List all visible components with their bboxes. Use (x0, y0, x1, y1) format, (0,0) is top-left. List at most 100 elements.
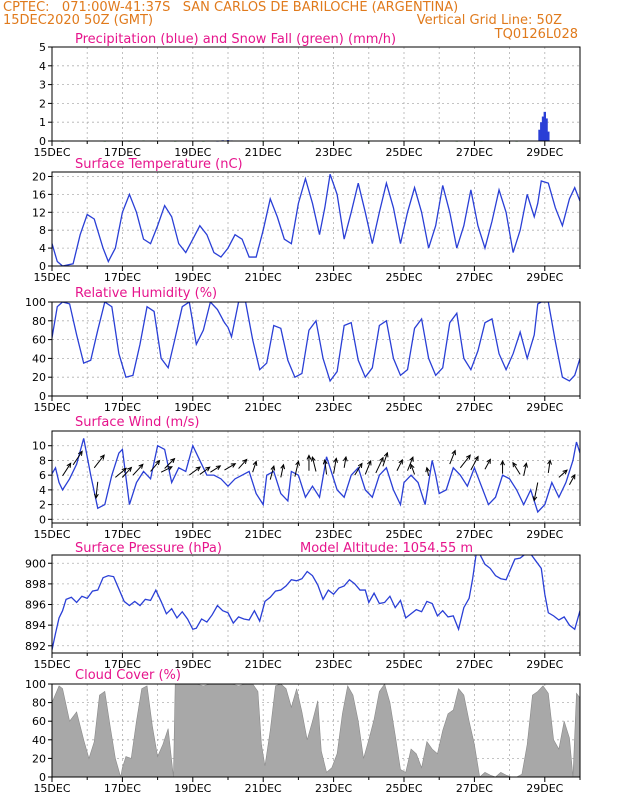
wind-arrow-head (121, 467, 128, 473)
wind-arrow-head (310, 455, 316, 462)
wind-arrow (252, 461, 257, 473)
panel-title: Precipitation (blue) and Snow Fall (gree… (75, 32, 396, 47)
y-tick-label: 16 (32, 188, 46, 201)
wind-arrow (533, 482, 539, 501)
y-tick-label: 20 (32, 371, 46, 384)
wind-arrow (396, 459, 403, 471)
wind-arrow (512, 462, 521, 475)
x-tick-label: 23DEC (315, 401, 352, 414)
panel-frame (51, 46, 581, 142)
wind-arrow-head (333, 457, 339, 463)
x-tick-label: 15DEC (33, 528, 70, 541)
x-tick-label: 27DEC (456, 528, 493, 541)
precipitation-bar (545, 118, 548, 141)
y-tick-label: 1 (39, 116, 46, 129)
x-tick-label: 29DEC (526, 146, 563, 159)
x-tick-label: 25DEC (385, 271, 422, 284)
wind-arrow (93, 454, 105, 469)
x-tick-label: 21DEC (245, 271, 282, 284)
wind-arrow-head (451, 449, 456, 456)
x-tick-label: 17DEC (104, 658, 141, 671)
y-tick-label: 4 (39, 60, 46, 73)
wind-arrow-head (215, 465, 222, 471)
wind-arrow (410, 464, 416, 475)
y-tick-label: 6 (39, 469, 46, 482)
wind-arrow-head (409, 456, 414, 462)
x-tick-label: 27DEC (456, 782, 493, 795)
wind-arrow-head (398, 458, 403, 465)
x-tick-label: 23DEC (315, 782, 352, 795)
wind-arrow-head (93, 493, 99, 500)
y-tick-label: 12 (32, 206, 46, 219)
wind-arrow (160, 466, 173, 473)
wind-arrow-head (570, 473, 576, 480)
y-tick-label: 3 (39, 79, 46, 92)
x-tick-label: 15DEC (33, 401, 70, 414)
wind-arrow-head (486, 458, 491, 464)
panel-frame (51, 171, 581, 267)
x-tick-label: 19DEC (174, 146, 211, 159)
wind-arrow-head (66, 462, 72, 468)
wind-arrow (238, 459, 248, 469)
wind-arrow-head (547, 459, 552, 465)
y-tick-label: 0 (39, 771, 46, 784)
y-tick-label: 4 (39, 242, 46, 255)
cloud-cover-area (51, 683, 581, 778)
y-tick-label: 60 (32, 715, 46, 728)
y-tick-label: 20 (32, 752, 46, 765)
series-line (52, 555, 580, 651)
wind-arrow (375, 457, 384, 474)
x-tick-label: 15DEC (33, 782, 70, 795)
x-tick-label: 27DEC (456, 401, 493, 414)
wind-arrow-head (383, 451, 389, 458)
wind-arrow (280, 464, 284, 478)
panel-title: Surface Temperature (nC) (75, 157, 243, 172)
wind-arrow (164, 458, 175, 469)
wind-arrow (188, 466, 201, 476)
panel-frame (51, 430, 581, 524)
panel-4 (48, 554, 581, 658)
wind-arrow-head (425, 466, 431, 473)
wind-arrow (343, 456, 347, 468)
x-tick-label: 15DEC (33, 146, 70, 159)
precipitation-bar (538, 129, 541, 141)
x-tick-label: 23DEC (315, 271, 352, 284)
wind-arrow-head (127, 466, 133, 472)
y-tick-label: 894 (25, 619, 46, 632)
x-tick-label: 19DEC (174, 528, 211, 541)
wind-arrow-head (367, 459, 372, 466)
wind-arrow-head (270, 464, 276, 471)
x-tick-label: 29DEC (526, 271, 563, 284)
y-tick-label: 10 (32, 440, 46, 453)
y-tick-label: 0 (39, 390, 46, 403)
x-tick-label: 17DEC (104, 528, 141, 541)
panel-0 (48, 46, 581, 146)
x-tick-label: 29DEC (526, 658, 563, 671)
x-tick-label: 25DEC (385, 658, 422, 671)
x-tick-label: 27DEC (456, 271, 493, 284)
x-tick-label: 17DEC (104, 782, 141, 795)
x-tick-label: 21DEC (245, 782, 282, 795)
wind-arrow-head (465, 454, 471, 460)
x-tick-label: 19DEC (174, 401, 211, 414)
wind-arrow-head (357, 462, 363, 468)
run-code: TQ0126L028 (494, 27, 578, 42)
panel-2 (48, 301, 581, 401)
precipitation-bar (543, 111, 546, 141)
wind-arrow (311, 456, 317, 472)
wind-arrow (569, 474, 576, 485)
x-tick-label: 15DEC (33, 658, 70, 671)
y-tick-label: 896 (25, 599, 46, 612)
grid-line-note: Vertical Grid Line: 50Z (416, 13, 562, 28)
panel-title: Relative Humidity (%) (75, 286, 217, 301)
panel-3 (48, 430, 581, 528)
wind-arrow-head (280, 463, 286, 470)
x-tick-label: 19DEC (174, 658, 211, 671)
wind-arrow (132, 464, 144, 476)
y-tick-label: 5 (39, 41, 46, 54)
y-tick-label: 100 (25, 296, 46, 309)
y-tick-label: 0 (39, 260, 46, 273)
wind-arrow (484, 459, 491, 470)
x-tick-label: 25DEC (385, 146, 422, 159)
wind-arrow (459, 454, 471, 469)
